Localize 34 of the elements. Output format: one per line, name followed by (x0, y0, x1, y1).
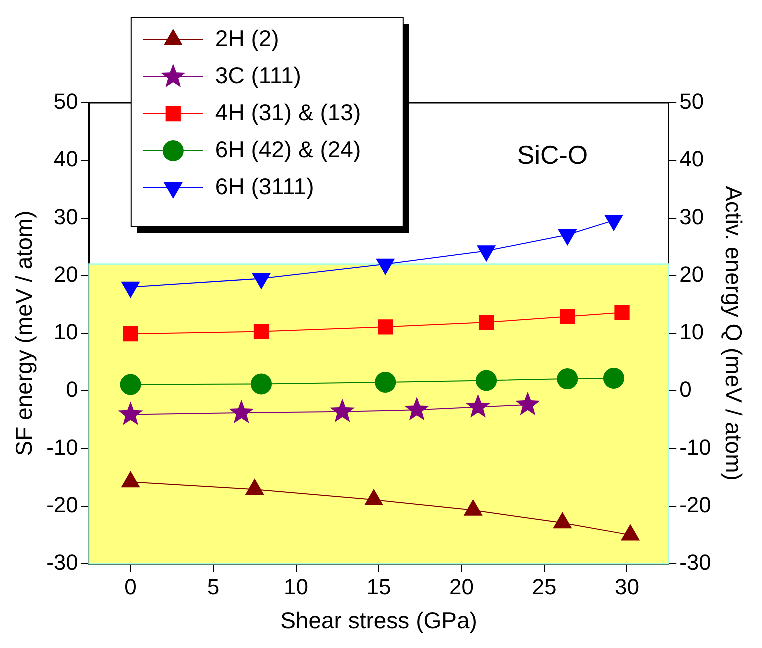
y2-tick-label: 40 (680, 146, 704, 172)
legend-label: 6H (3111) (215, 173, 314, 200)
legend-label: 4H (31) & (13) (215, 99, 362, 126)
annotation: SiC-O (517, 140, 588, 170)
x-tick-label: 30 (614, 574, 640, 600)
x-tick-label: 15 (366, 574, 392, 600)
x-tick-label: 20 (450, 574, 474, 600)
y2-tick-label: -20 (680, 492, 712, 518)
x-tick-label: 0 (124, 574, 137, 600)
x-tick-label: 25 (532, 574, 557, 600)
y2-axis-title: Activ. energy Q (meV / atom) (720, 186, 747, 481)
legend-label: 6H (42) & (24) (215, 136, 362, 162)
x-tick-label: 10 (284, 574, 308, 600)
y2-tick-label: -10 (680, 434, 712, 460)
x-axis-title: Shear stress (GPa) (280, 608, 478, 634)
y2-tick-label: 0 (680, 377, 692, 402)
y2-tick-label: 30 (680, 204, 704, 230)
y-tick-label: 30 (54, 204, 78, 230)
y2-tick-label: 10 (680, 320, 704, 345)
y2-tick-label: -30 (680, 550, 712, 576)
legend-label: 3C (111) (215, 62, 302, 88)
y-tick-label: 40 (54, 146, 78, 172)
y-tick-label: -20 (46, 492, 78, 518)
y-tick-label: -30 (46, 550, 78, 576)
y-tick-label: 20 (54, 262, 78, 287)
x-tick-label: 5 (207, 574, 220, 600)
y-tick-label: -10 (46, 434, 78, 460)
y-tick-label: 50 (54, 89, 78, 114)
y2-tick-label: 50 (680, 89, 704, 114)
y-tick-label: 10 (54, 320, 78, 345)
y-tick-label: 0 (66, 377, 78, 402)
legend-label: 2H (2) (215, 25, 280, 52)
y-axis-title: SF energy (meV / atom) (11, 210, 38, 456)
y2-tick-label: 20 (680, 262, 704, 287)
